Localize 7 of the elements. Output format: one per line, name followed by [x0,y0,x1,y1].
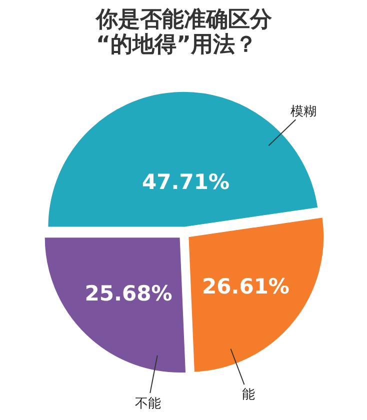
chart-title: 你是否能准确区分 “的地得”用法？ [95,8,273,58]
slice-label: 模糊 [290,104,317,120]
slice-label: 能 [242,388,255,403]
slice-label: 不能 [134,396,161,412]
data-label: 26.61% [202,274,290,298]
data-label: 47.71% [142,170,230,194]
data-label: 25.68% [84,281,172,306]
